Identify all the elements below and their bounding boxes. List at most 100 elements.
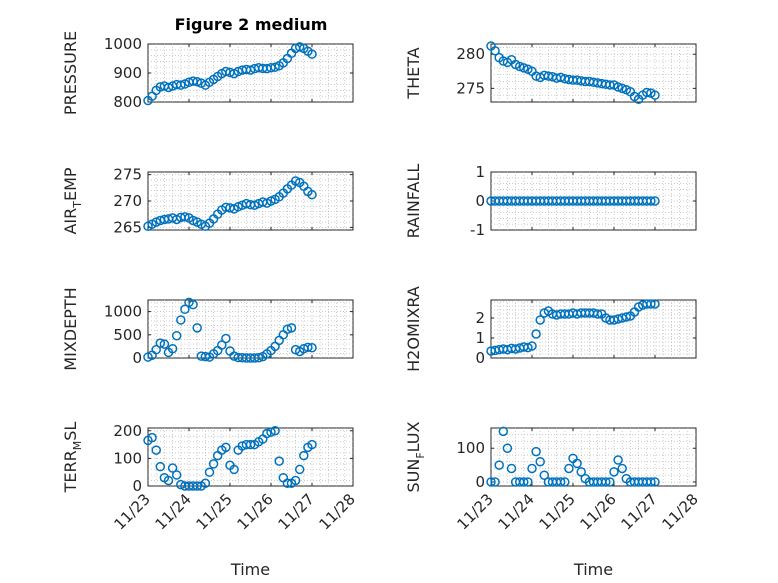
data-point bbox=[650, 299, 660, 309]
data-point bbox=[560, 477, 570, 487]
y-tick-label: 100 bbox=[456, 439, 485, 457]
data-point bbox=[531, 329, 541, 339]
data-point bbox=[527, 341, 537, 351]
x-tick-label: 11/26 bbox=[577, 490, 620, 533]
data-point bbox=[171, 470, 182, 480]
data-point bbox=[188, 299, 198, 310]
data-point bbox=[270, 426, 280, 436]
data-point bbox=[151, 217, 161, 227]
y-tick-label: 800 bbox=[113, 93, 142, 111]
y-tick-label: 0 bbox=[475, 349, 485, 367]
y-tick-label: 0 bbox=[132, 477, 142, 495]
y-tick-label: 275 bbox=[456, 79, 485, 97]
data-point bbox=[180, 304, 190, 315]
data-point bbox=[605, 477, 615, 487]
y-axis-label: H2OMIXRA bbox=[404, 286, 423, 372]
data-point bbox=[506, 463, 517, 474]
y-tick-label: 280 bbox=[456, 45, 485, 63]
panel-theta: 275 280 THETA bbox=[404, 41, 697, 105]
data-point bbox=[270, 62, 280, 72]
data-point bbox=[650, 477, 660, 487]
data-point bbox=[221, 442, 231, 453]
panel-h2omixra: 0 1 2 H2OMIXRA bbox=[404, 286, 697, 372]
data-point bbox=[176, 80, 186, 90]
data-point bbox=[266, 196, 276, 206]
data-point bbox=[527, 463, 537, 474]
data-point bbox=[266, 427, 276, 437]
data-point bbox=[523, 477, 533, 487]
y-tick-label: 1000 bbox=[104, 303, 142, 321]
plot-area bbox=[147, 427, 354, 487]
data-point bbox=[519, 63, 529, 73]
data-point bbox=[307, 343, 317, 353]
data-point bbox=[498, 426, 509, 437]
data-point bbox=[155, 338, 166, 348]
data-point bbox=[155, 461, 166, 472]
data-point bbox=[176, 315, 186, 325]
y-tick-label: 0 bbox=[132, 349, 142, 367]
y-tick-label: 1000 bbox=[104, 35, 142, 53]
y-tick-label: 270 bbox=[113, 192, 142, 210]
data-point bbox=[245, 65, 256, 75]
data-point bbox=[642, 87, 652, 98]
data-point bbox=[151, 445, 161, 455]
data-point bbox=[163, 475, 174, 486]
data-point bbox=[163, 82, 174, 93]
data-point bbox=[531, 446, 541, 457]
data-point bbox=[646, 299, 656, 309]
data-point bbox=[262, 428, 272, 439]
data-point bbox=[502, 443, 513, 453]
plot-area bbox=[490, 43, 697, 103]
x-tick-label: 11/23 bbox=[454, 490, 497, 533]
data-point bbox=[523, 342, 533, 353]
x-tick-label: 11/24 bbox=[152, 490, 195, 533]
x-axis-label: Time bbox=[573, 560, 613, 579]
data-point bbox=[294, 42, 305, 52]
data-point bbox=[307, 189, 317, 200]
y-axis-label: TERRMSL bbox=[61, 422, 84, 494]
data-point bbox=[490, 477, 500, 487]
data-point bbox=[233, 202, 243, 212]
y-tick-label: 0 bbox=[475, 473, 485, 491]
data-point bbox=[221, 333, 231, 344]
data-point bbox=[564, 463, 574, 474]
panel-mixdepth: 0 500 1000 MIXDEPTH bbox=[61, 287, 354, 371]
y-axis-label: THETA bbox=[404, 47, 423, 99]
data-point bbox=[613, 82, 623, 92]
data-point bbox=[253, 353, 264, 363]
data-point bbox=[290, 475, 301, 486]
data-point bbox=[245, 439, 256, 450]
x-tick-label: 11/27 bbox=[275, 490, 318, 533]
data-point bbox=[167, 463, 178, 473]
data-point bbox=[609, 467, 619, 477]
data-point bbox=[282, 478, 293, 488]
data-point bbox=[307, 49, 317, 59]
x-tick-label: 11/23 bbox=[111, 490, 154, 533]
data-point bbox=[200, 351, 211, 362]
data-point bbox=[303, 342, 313, 353]
data-point bbox=[535, 315, 545, 325]
data-point bbox=[592, 309, 603, 319]
figure-title: Figure 2 medium bbox=[175, 15, 328, 34]
y-tick-label: 0 bbox=[475, 192, 485, 210]
data-point bbox=[486, 477, 496, 487]
data-point bbox=[249, 200, 260, 210]
y-tick-label: 2 bbox=[475, 309, 485, 327]
data-point bbox=[192, 76, 202, 87]
x-tick-label: 11/25 bbox=[193, 490, 236, 533]
data-point bbox=[617, 463, 627, 474]
y-tick-label: 200 bbox=[113, 422, 142, 440]
data-point bbox=[576, 467, 586, 477]
data-point bbox=[650, 90, 660, 100]
data-point bbox=[490, 46, 500, 56]
data-point bbox=[208, 459, 219, 469]
y-axis-label: SUNFLUX bbox=[404, 421, 427, 492]
data-point bbox=[535, 456, 545, 467]
data-point bbox=[274, 456, 284, 466]
y-tick-label: 1 bbox=[475, 163, 485, 181]
data-point bbox=[572, 458, 582, 469]
data-point bbox=[171, 330, 182, 341]
data-point bbox=[617, 83, 627, 94]
plot-area bbox=[147, 299, 354, 359]
